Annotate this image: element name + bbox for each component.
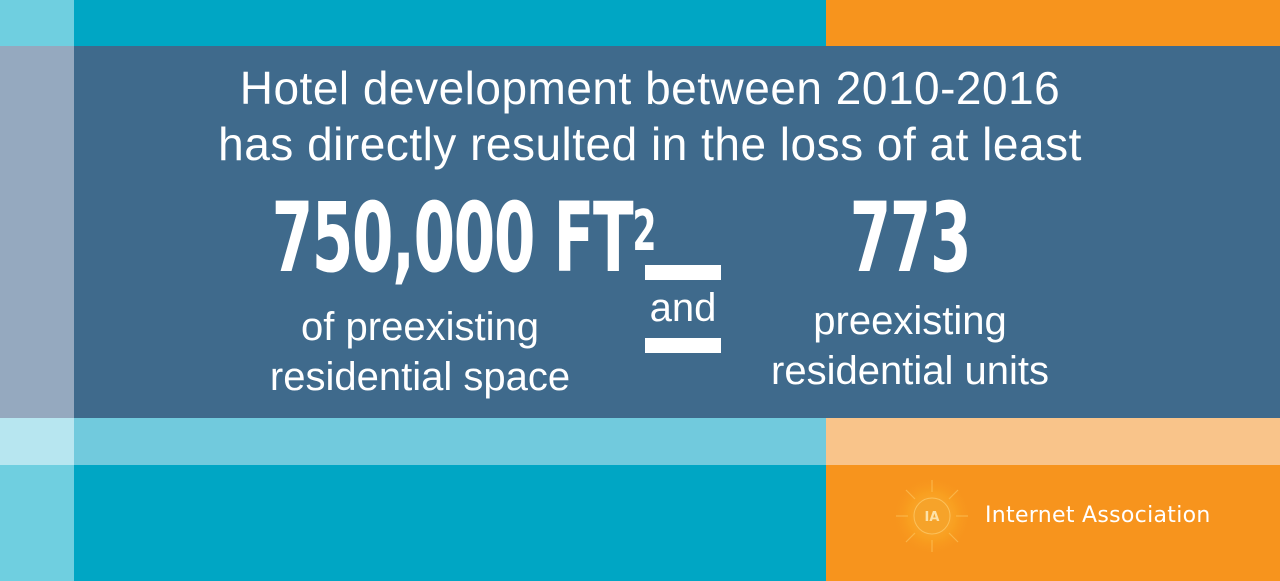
headline: Hotel development between 2010-2016 has … [130,60,1170,172]
bg-block [0,418,74,465]
stat-square-feet-value: 750,000 FT [271,182,634,294]
stat-units: 773 [849,182,972,294]
caption-units: preexisting residential units [730,296,1090,396]
caption-square-feet: of preexisting residential space [210,302,630,402]
sun-logo-icon: IA [892,476,972,556]
caption-square-feet-line-1: of preexisting [301,305,539,349]
bg-block [826,418,1280,465]
bg-block [0,0,74,46]
bg-block [74,465,826,581]
logo-name: Internet Association [985,503,1211,528]
center-panel [74,46,1280,418]
headline-line-1: Hotel development between 2010-2016 [239,62,1061,114]
headline-line-2: has directly resulted in the loss of at … [218,118,1082,170]
logo-mark: IA [925,510,940,525]
bg-block [0,465,74,581]
bg-block [74,418,826,465]
bg-block [0,46,74,418]
conjunction-and: and [649,286,717,330]
bg-block [826,0,1280,46]
stat-square-feet: 750,000 FT2 [272,188,657,288]
stat-square-feet-superscript: 2 [632,199,656,264]
divider-bar-bottom [645,338,721,353]
bg-block [74,0,826,46]
caption-units-line-2: residential units [771,349,1049,393]
caption-units-line-1: preexisting [813,299,1007,343]
divider-bar-top [645,265,721,280]
caption-square-feet-line-2: residential space [269,355,571,399]
